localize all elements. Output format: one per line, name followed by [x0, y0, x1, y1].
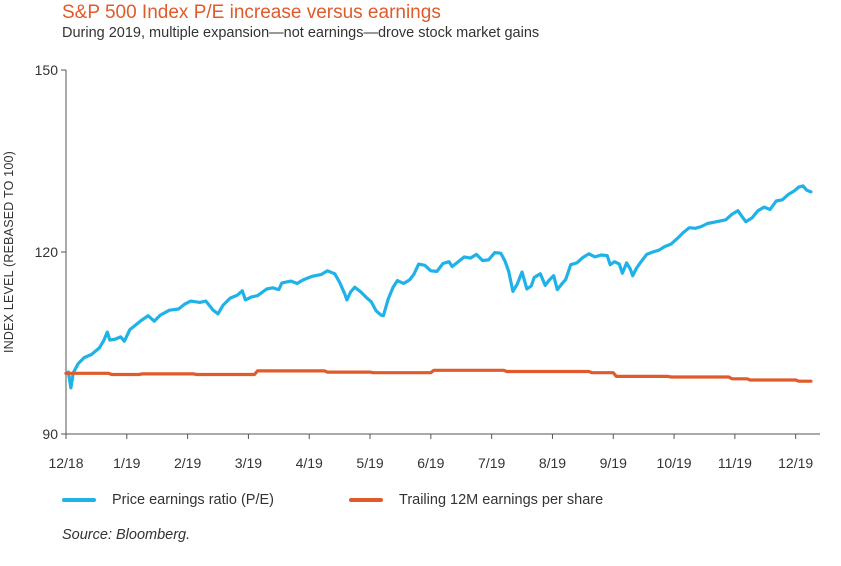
y-tick-label: 150 [35, 62, 59, 78]
x-tick-label: 5/19 [356, 455, 383, 471]
chart-series [64, 184, 813, 390]
chart-subtitle: During 2019, multiple expansion—not earn… [62, 25, 540, 41]
y-tick-label: 90 [42, 426, 58, 442]
y-tick-label: 120 [35, 244, 59, 260]
earnings-line [64, 368, 813, 383]
legend-item-pe: Price earnings ratio (P/E) [62, 492, 274, 508]
x-tick-label: 8/19 [539, 455, 566, 471]
legend-swatch-pe [62, 498, 96, 502]
x-tick-label: 1/19 [113, 455, 140, 471]
x-tick-label: 11/19 [718, 455, 752, 471]
tick-labels: 150 120 90 12/18 1/19 2/19 3/19 4/19 5/19 6/19 7/1… [35, 62, 814, 471]
x-tick-label: 4/19 [296, 455, 323, 471]
legend-label-eps: Trailing 12M earnings per share [399, 492, 604, 508]
x-tick-label: 6/19 [417, 455, 444, 471]
x-tick-label: 2/19 [174, 455, 201, 471]
legend-item-eps: Trailing 12M earnings per share [349, 492, 603, 508]
x-tick-label: 7/19 [478, 455, 505, 471]
x-tick-label: 10/19 [657, 455, 692, 471]
legend-label-pe: Price earnings ratio (P/E) [112, 492, 274, 508]
x-tick-label: 12/18 [48, 455, 83, 471]
x-tick-label: 12/19 [778, 455, 813, 471]
chart-title: S&P 500 Index P/E increase versus earnin… [62, 2, 441, 23]
source-note: Source: Bloomberg. [62, 527, 191, 543]
line-chart: 150 120 90 12/18 1/19 2/19 3/19 4/19 5/19 6/19 7/1… [35, 62, 820, 471]
x-tick-label: 3/19 [235, 455, 262, 471]
x-tick-label: 9/19 [600, 455, 627, 471]
legend-swatch-eps [349, 498, 383, 502]
pe-ratio-line [64, 184, 813, 390]
chart-axes [61, 69, 820, 439]
